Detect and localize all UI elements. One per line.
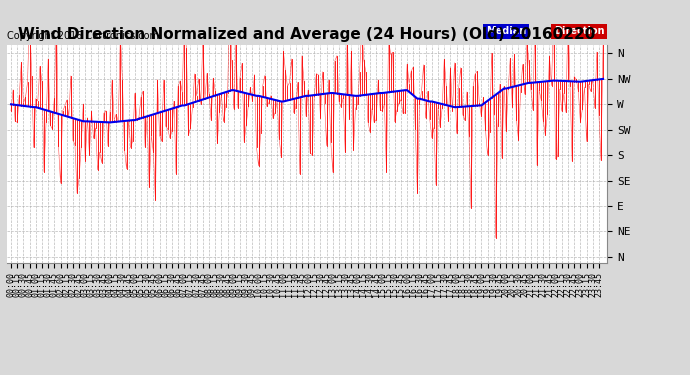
- Text: Direction: Direction: [553, 26, 604, 36]
- Text: Median: Median: [486, 26, 526, 36]
- Title: Wind Direction Normalized and Average (24 Hours) (Old) 20160220: Wind Direction Normalized and Average (2…: [19, 27, 595, 42]
- Text: Copyright 2016 Cartronics.com: Copyright 2016 Cartronics.com: [7, 31, 159, 40]
